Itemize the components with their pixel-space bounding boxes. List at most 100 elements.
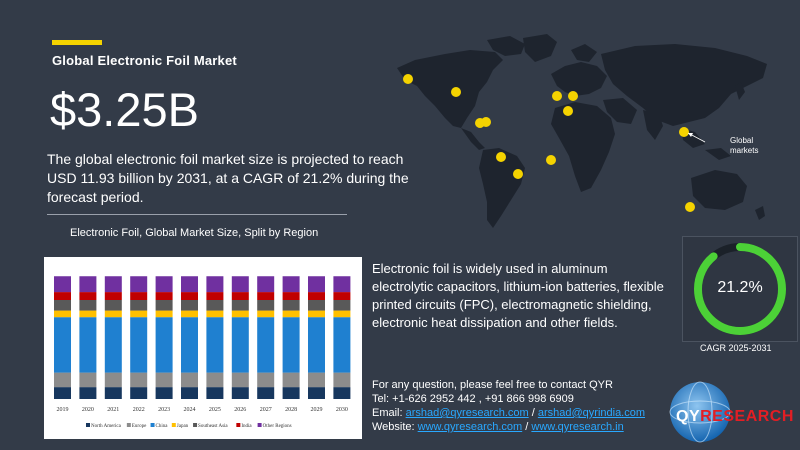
bar-segment-2021-0 xyxy=(104,387,122,399)
marker-brazil xyxy=(513,169,523,179)
bar-segment-2021-4 xyxy=(104,300,122,311)
x-tick-label: 2029 xyxy=(311,407,323,413)
bar-segment-2019-0 xyxy=(54,387,71,399)
bar-segment-2024-2 xyxy=(181,317,198,373)
legend-swatch xyxy=(257,423,262,427)
bar-segment-2022-5 xyxy=(130,292,148,300)
bar-segment-2022-6 xyxy=(130,276,148,293)
email-link-2[interactable]: arshad@qyrindia.com xyxy=(537,407,646,419)
bar-segment-2028-3 xyxy=(282,310,300,318)
legend-label: Japan xyxy=(177,424,189,429)
bar-segment-2021-3 xyxy=(104,310,122,318)
marker-usa-east xyxy=(481,117,491,127)
bar-segment-2029-3 xyxy=(308,310,325,318)
world-map xyxy=(397,34,767,228)
x-tick-label: 2026 xyxy=(234,407,246,413)
bar-segment-2020-4 xyxy=(79,300,97,311)
map-land xyxy=(397,34,767,228)
marker-usa-west xyxy=(451,87,461,97)
page-title: Global Electronic Foil Market xyxy=(52,53,237,68)
legend-swatch xyxy=(126,423,131,427)
bar-segment-2024-3 xyxy=(181,310,198,318)
bar-segment-2021-5 xyxy=(104,292,122,300)
x-tick-label: 2022 xyxy=(133,407,145,413)
bar-segment-2025-1 xyxy=(206,372,224,388)
contact-intro: For any question, please feel free to co… xyxy=(372,379,613,391)
website-link-1[interactable]: www.qyresearch.com xyxy=(417,421,523,433)
bar-segment-2019-1 xyxy=(54,372,71,388)
contact-email-row: Email: arshad@qyresearch.com / arshad@qy… xyxy=(372,406,645,420)
x-tick-label: 2028 xyxy=(285,407,297,413)
bar-segment-2026-0 xyxy=(231,387,249,399)
x-tick-label: 2027 xyxy=(260,407,272,413)
website-link-2[interactable]: www.qyresearch.in xyxy=(531,421,624,433)
x-tick-label: 2025 xyxy=(209,407,221,413)
bar-segment-2024-1 xyxy=(181,372,198,388)
marker-africa xyxy=(546,155,556,165)
email-label: Email: xyxy=(372,407,406,419)
bar-segment-2020-2 xyxy=(79,317,97,373)
bar-segment-2023-2 xyxy=(155,317,173,373)
bar-segment-2026-5 xyxy=(231,292,249,300)
bar-segment-2030-3 xyxy=(333,310,351,318)
bar-segment-2023-1 xyxy=(155,372,173,388)
bar-segment-2022-0 xyxy=(130,387,148,399)
legend-label: Europe xyxy=(132,424,147,429)
marker-germany xyxy=(568,91,578,101)
marker-europe xyxy=(563,106,573,116)
email-link-1[interactable]: arshad@qyresearch.com xyxy=(405,407,529,419)
legend-label: China xyxy=(156,424,169,429)
website-separator: / xyxy=(522,421,532,433)
contact-website-row: Website: www.qyresearch.com / www.qyrese… xyxy=(372,420,645,434)
bar-segment-2030-0 xyxy=(333,387,351,399)
bar-segment-2026-4 xyxy=(231,300,249,311)
bar-segment-2025-4 xyxy=(206,300,224,311)
bar-segment-2020-1 xyxy=(79,372,97,388)
bar-segment-2030-5 xyxy=(333,292,351,300)
bar-segment-2029-1 xyxy=(308,372,325,388)
marker-uk xyxy=(552,91,562,101)
logo-globe-icon xyxy=(669,381,731,443)
stacked-bar-chart: 2019 2020 2021 2022 2023 2024 2025 2026 2027 2028… xyxy=(44,257,362,439)
bar-segment-2026-2 xyxy=(231,317,249,373)
cagr-value: 21.2% xyxy=(717,279,763,296)
bar-segment-2024-4 xyxy=(181,300,198,311)
cagr-ring-fill xyxy=(694,243,786,335)
bar-segment-2025-3 xyxy=(206,310,224,318)
bar-segment-2027-4 xyxy=(257,300,275,311)
bar-segment-2026-3 xyxy=(231,310,249,318)
bar-segment-2027-5 xyxy=(257,292,275,300)
logo-text: QYRESEARCH xyxy=(676,408,794,426)
bar-segment-2025-0 xyxy=(206,387,224,399)
bar-segment-2020-0 xyxy=(79,387,97,399)
legend-label: Other Regions xyxy=(263,424,292,429)
contact-tel: Tel: +1-626 2952 442 , +91 866 998 6909 xyxy=(372,393,574,405)
cagr-label: CAGR 2025-2031 xyxy=(700,343,772,353)
marker-venezuela xyxy=(496,152,506,162)
bar-segment-2030-2 xyxy=(333,317,351,373)
accent-bar xyxy=(52,40,102,45)
bar-segment-2019-2 xyxy=(54,317,71,373)
x-tick-label: 2030 xyxy=(336,407,348,413)
legend-swatch xyxy=(236,423,241,427)
bar-segment-2019-5 xyxy=(54,292,71,300)
bar-segment-2029-5 xyxy=(308,292,325,300)
bar-segment-2021-2 xyxy=(104,317,122,373)
bar-segment-2028-4 xyxy=(282,300,300,311)
bar-segment-2026-6 xyxy=(231,276,249,293)
bar-segment-2028-6 xyxy=(282,276,300,293)
bar-segment-2028-2 xyxy=(282,317,300,373)
bar-segment-2023-0 xyxy=(155,387,173,399)
bar-segment-2023-4 xyxy=(155,300,173,311)
bar-segment-2027-2 xyxy=(257,317,275,373)
bar-segment-2027-6 xyxy=(257,276,275,293)
bar-segment-2023-6 xyxy=(155,276,173,293)
marker-australia xyxy=(685,202,695,212)
x-tick-label: 2019 xyxy=(57,407,69,413)
chart-svg: 2019 2020 2021 2022 2023 2024 2025 2026 2027 2028… xyxy=(54,276,351,429)
bar-segment-2029-6 xyxy=(308,276,325,293)
bar-segment-2022-4 xyxy=(130,300,148,311)
legend-swatch xyxy=(171,423,176,427)
legend-label: Southeast Asia xyxy=(198,424,228,429)
map-label-arrowhead xyxy=(688,133,693,137)
